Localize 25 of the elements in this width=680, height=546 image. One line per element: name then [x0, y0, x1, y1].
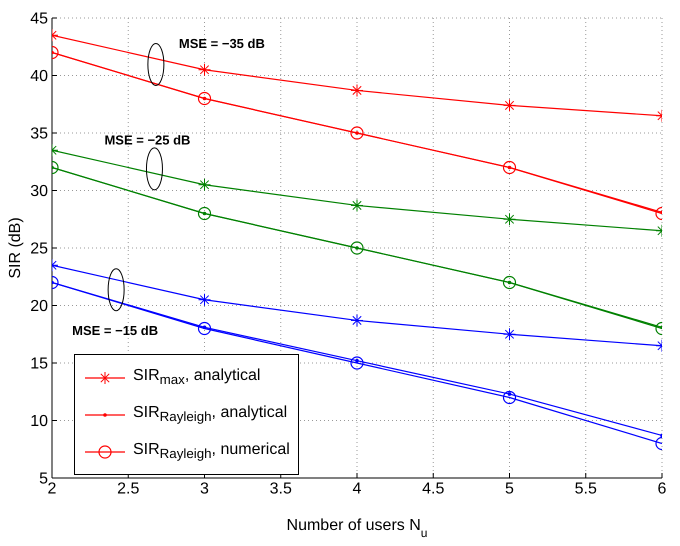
y-tick-label: 20	[30, 298, 48, 316]
annotation: MSE = −35 dB	[178, 36, 265, 51]
y-tick-label: 25	[30, 240, 48, 258]
y-tick-label: 40	[30, 68, 48, 86]
x-tick-label: 3	[200, 480, 210, 498]
x-tick-label: 4.5	[422, 480, 444, 498]
x-tick-label: 3.5	[270, 480, 292, 498]
y-tick-label: 10	[30, 413, 48, 430]
legend-label: SIR$_{Rayleigh}$, numerical	[133, 441, 290, 462]
x-tick-label: 5	[505, 480, 514, 498]
y-axis-title: SIR (dB)	[7, 217, 24, 279]
legend-label: SIR$_{Rayleigh}$, analytical	[133, 404, 288, 425]
annotation: MSE = −25 dB	[104, 132, 190, 148]
y-tick-label: 45	[30, 10, 48, 28]
x-tick-label: 2	[48, 480, 57, 498]
x-axis-title: Number of users N$_{u}$	[286, 517, 428, 540]
y-tick-label: 30	[30, 183, 48, 200]
annotation: MSE = −15 dB	[72, 323, 158, 338]
y-tick-label: 15	[30, 356, 48, 373]
y-tick-label: 35	[30, 126, 48, 143]
x-tick-label: 2.5	[117, 480, 140, 498]
x-tick-label: 4	[352, 480, 362, 498]
x-tick-label: 6	[658, 480, 667, 498]
x-tick-label: 5.5	[574, 480, 597, 498]
legend-label: SIR$_{max}$, analytical	[133, 367, 260, 388]
